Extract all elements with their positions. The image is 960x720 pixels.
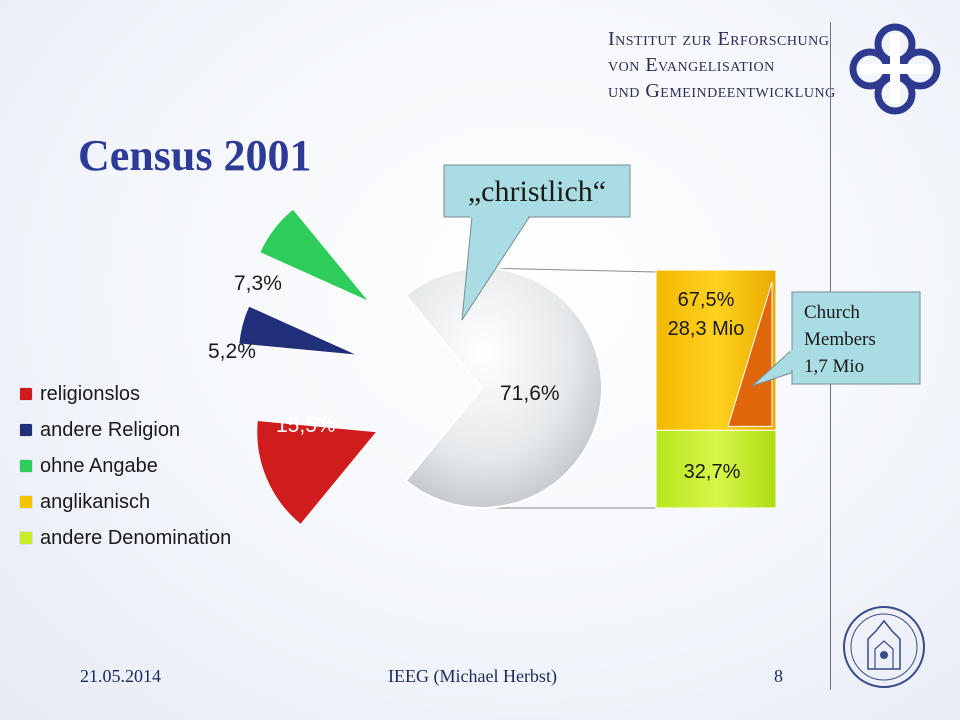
callout-church-line-3: 1,7 Mio [804,356,864,377]
legend-label: andere Religion [40,418,181,441]
bar-label-anglikanisch-count: 28,3 Mio [668,318,745,340]
pie-label-religionslos: 15,5% [276,414,336,437]
footer-date: 21.05.2014 [80,666,161,686]
connector-line-top [477,267,659,273]
university-seal-icon [843,606,925,688]
legend-label: ohne Angabe [40,454,158,477]
callout-christlich: „christlich“ [443,164,631,321]
pie-slice-ohne-angabe [259,208,370,303]
pie-label-christlich: 71,6% [500,382,560,405]
pie-slice-andere-religion [238,305,359,356]
bar-highlight-church-members [727,281,773,427]
legend-item-religionslos: religionslos [20,376,231,412]
slide-title: Census 2001 [78,131,312,180]
institute-logo-icon [849,23,941,115]
callout-church-line-1: Church [804,302,860,323]
legend-swatch [20,532,32,544]
callout-church-members: Church Members 1,7 Mio [751,291,921,387]
bar-label-anglikanisch-percent: 67,5% [678,289,735,311]
legend-swatch [20,460,32,472]
pie-label-andere-religion: 5,2% [208,340,256,363]
legend-item-andere-religion: andere Religion [20,412,231,448]
legend-label: andere Denomination [40,526,232,549]
footer-author: IEEG (Michael Herbst) [388,666,557,686]
page-number: 8 [774,666,783,686]
legend-swatch [20,424,32,436]
legend-swatch [20,388,32,400]
chart-legend: religionslos andere Religion ohne Angabe… [20,376,231,556]
bar-segment-andere-denomination [655,429,777,509]
callout-church-line-2: Members [804,329,876,350]
legend-label: religionslos [40,382,141,405]
pie-label-ohne-angabe: 7,3% [234,272,282,295]
institute-line-1: Institut zur Erforschung [608,28,830,50]
callout-christlich-text: „christlich“ [468,175,606,208]
pie-slice-religionslos [256,419,378,526]
legend-item-ohne-angabe: ohne Angabe [20,448,231,484]
legend-item-andere-denomination: andere Denomination [20,520,231,556]
bar-label-andere-denomination: 32,7% [684,461,741,483]
institute-line-2: von Evangelisation [608,54,775,76]
legend-item-anglikanisch: anglikanisch [20,484,231,520]
institute-line-3: und Gemeindeentwicklung [608,80,836,102]
legend-label: anglikanisch [40,490,151,513]
legend-swatch [20,496,32,508]
institute-name: Institut zur Erforschung von Evangelisat… [608,26,836,104]
